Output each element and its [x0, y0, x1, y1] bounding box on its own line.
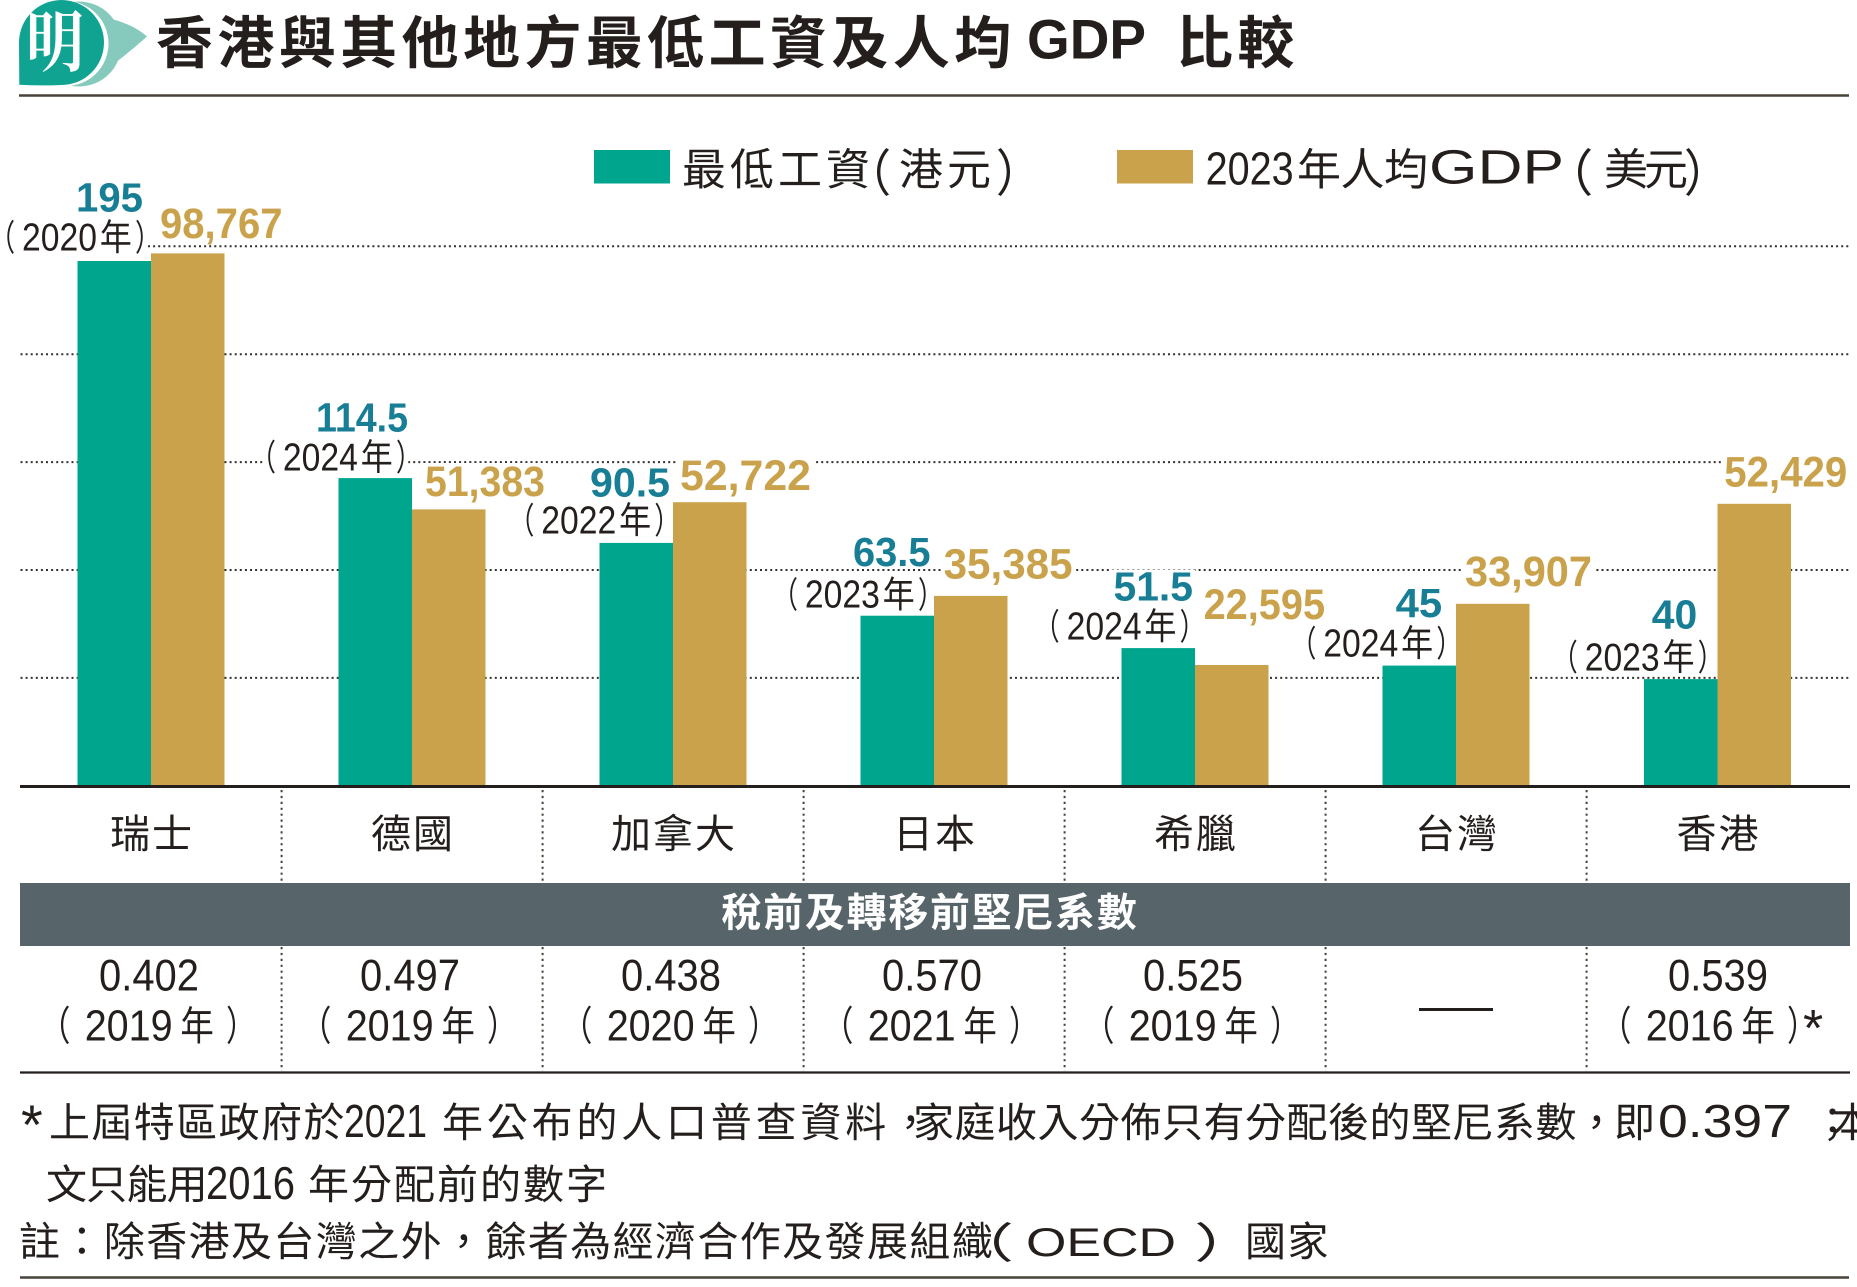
svg-text:2020: 2020: [607, 1002, 695, 1051]
svg-text:40: 40: [1652, 592, 1698, 638]
svg-text:2016: 2016: [1646, 1002, 1734, 1051]
svg-text:63.5: 63.5: [853, 529, 931, 575]
svg-text:*: *: [21, 1093, 43, 1156]
svg-text:2023: 2023: [1585, 636, 1660, 679]
svg-text:2016: 2016: [206, 1157, 295, 1209]
svg-text:2024: 2024: [1323, 622, 1398, 665]
svg-text:2021: 2021: [344, 1095, 427, 1147]
svg-text:35,385: 35,385: [944, 540, 1073, 588]
svg-text:OECD: OECD: [1026, 1221, 1176, 1265]
svg-text:51,383: 51,383: [425, 458, 545, 506]
svg-text:33,907: 33,907: [1465, 548, 1592, 596]
svg-text:2021: 2021: [868, 1002, 956, 1051]
svg-text:2019: 2019: [1129, 1002, 1217, 1051]
svg-text:2023: 2023: [1206, 143, 1294, 195]
svg-text:195: 195: [76, 175, 143, 221]
svg-text:98,767: 98,767: [160, 200, 283, 248]
svg-text:22,595: 22,595: [1204, 581, 1326, 629]
svg-text:45: 45: [1396, 580, 1443, 626]
svg-text:*: *: [1803, 1000, 1823, 1058]
svg-text:2023: 2023: [805, 574, 880, 617]
svg-text:0.497: 0.497: [360, 952, 460, 1001]
svg-text:GDP: GDP: [1429, 141, 1564, 194]
svg-text:0.397: 0.397: [1658, 1095, 1792, 1147]
svg-text:0.438: 0.438: [621, 952, 721, 1001]
svg-text:2020: 2020: [22, 217, 97, 260]
svg-text:0.525: 0.525: [1143, 952, 1243, 1001]
svg-text:114.5: 114.5: [316, 395, 408, 441]
svg-text:52,429: 52,429: [1724, 449, 1847, 497]
svg-text:0.570: 0.570: [882, 952, 982, 1001]
svg-text:2022: 2022: [541, 499, 616, 542]
svg-text:2019: 2019: [346, 1002, 434, 1051]
svg-text:0.539: 0.539: [1668, 952, 1768, 1001]
svg-text:0.402: 0.402: [99, 952, 199, 1001]
svg-text:2024: 2024: [1067, 606, 1142, 649]
svg-text:2019: 2019: [85, 1002, 173, 1051]
svg-text:2024: 2024: [283, 436, 358, 479]
svg-text:GDP: GDP: [1027, 7, 1146, 70]
svg-text:52,722: 52,722: [680, 452, 811, 500]
svg-text:51.5: 51.5: [1114, 564, 1194, 610]
svg-text:90.5: 90.5: [590, 459, 670, 505]
